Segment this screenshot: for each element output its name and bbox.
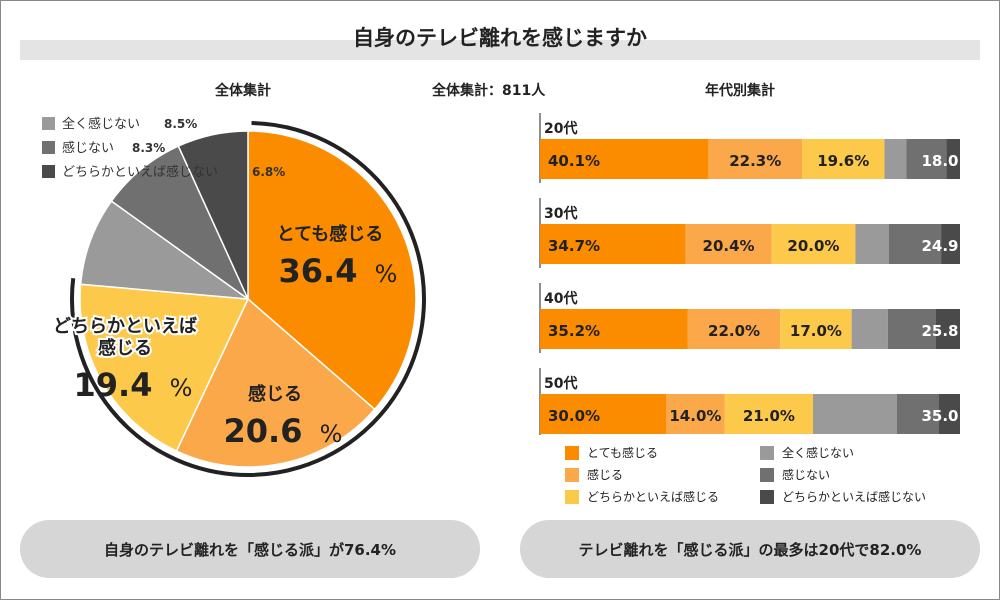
legend-item: 感じる — [565, 466, 623, 483]
bar-segment — [851, 309, 888, 349]
bar-segment — [540, 309, 688, 349]
bar-segment — [889, 224, 942, 264]
bar-value-label: 40.1% — [548, 152, 600, 170]
stacked-bar-chart: 20代 40.1% 22.3% 19.6% 18.0 30代 34.7% 20.4% 20.0%… — [539, 113, 960, 435]
summary-right: テレビ離れを「感じる派」の最多は20代で82.0% — [520, 520, 980, 578]
slice-legend-label: 全く感じない — [62, 116, 140, 132]
slice-category-label: 感じる — [248, 383, 302, 405]
bar-value-label: 22.0% — [708, 322, 760, 340]
bar-segment — [939, 394, 960, 434]
bar-segment — [540, 139, 709, 179]
bar-value-label: 34.7% — [548, 237, 600, 255]
bar-segment — [813, 394, 897, 434]
percent-sign: % — [170, 374, 193, 402]
pie-slice — [79, 200, 251, 300]
category-label: 30代 — [544, 205, 577, 222]
slice-legend-value: 8.3% — [132, 141, 165, 155]
bar-group-label: 24.9 — [921, 237, 958, 255]
legend-item: とても感じる — [565, 444, 658, 461]
legend-swatch — [565, 445, 579, 460]
percent-sign: % — [320, 420, 343, 448]
bar-segment — [724, 394, 813, 434]
bar-segment — [884, 139, 907, 179]
slice-value-label: 36.4 — [279, 252, 358, 290]
legend-label: とても感じる — [587, 446, 659, 460]
summary-left: 自身のテレビ離れを「感じる派」が76.4% — [20, 520, 480, 578]
bar-segment — [935, 309, 960, 349]
pie-subtitle: 全体集計 — [215, 83, 271, 99]
legend-item: どちらかといえば感じる — [565, 488, 719, 505]
bar-segment — [771, 224, 856, 264]
legend-swatch — [565, 489, 579, 504]
bar-value-label: 19.6% — [817, 152, 869, 170]
pie-slice — [79, 283, 250, 453]
bar-segment — [946, 139, 960, 179]
bar-value-label: 30.0% — [548, 407, 600, 425]
bar-segment — [887, 309, 936, 349]
legend-item: どちらかといえば感じない — [760, 488, 926, 505]
bar-segment — [855, 224, 890, 264]
legend-swatch — [760, 489, 774, 504]
bar-segment — [780, 309, 852, 349]
bar-segment — [540, 224, 686, 264]
slice-value-label: 20.6 — [224, 412, 303, 450]
bar-segment — [540, 394, 666, 434]
bar-value-label: 22.3% — [729, 152, 781, 170]
legend-item: 感じない — [760, 466, 830, 483]
bar-segment — [685, 224, 772, 264]
slice-category-label: とても感じる — [277, 223, 384, 245]
bar-segment — [897, 394, 939, 434]
title-band — [20, 40, 980, 60]
respondent-count: 全体集計：811人 — [432, 83, 546, 99]
bar-segment — [941, 224, 960, 264]
slice-value-label: 19.4 — [74, 366, 153, 404]
legend-swatch — [760, 445, 774, 460]
slice-legend-value: 6.8% — [252, 165, 285, 179]
bar-value-label: 14.0% — [669, 407, 721, 425]
legend-label: どちらかといえば感じる — [587, 490, 720, 504]
legend-item: 全く感じない — [760, 444, 854, 461]
pie-slice — [247, 130, 417, 411]
chart-title: 自身のテレビ離れを感じますか — [353, 26, 647, 50]
legend-swatch — [565, 467, 579, 482]
percent-sign: % — [375, 260, 398, 288]
pie-slice — [175, 297, 376, 468]
bar-subtitle: 年代別集計 — [705, 83, 775, 99]
legend-label: 全く感じない — [782, 446, 855, 460]
slice-legend-swatch — [42, 165, 55, 178]
pie-slice — [110, 145, 250, 302]
bar-value-label: 20.4% — [703, 237, 755, 255]
legend-label: 感じる — [587, 468, 624, 482]
category-label: 20代 — [544, 120, 577, 137]
bar-segment — [802, 139, 885, 179]
slice-legend-label: 感じない — [62, 140, 114, 156]
bar-segment — [666, 394, 725, 434]
legend-label: どちらかといえば感じない — [782, 490, 927, 504]
bar-group-label: 35.0 — [921, 407, 958, 425]
pie-slice — [177, 130, 249, 300]
bar-value-label: 21.0% — [743, 407, 795, 425]
bar-segment — [906, 139, 947, 179]
category-label: 50代 — [544, 375, 577, 392]
bar-segment — [708, 139, 803, 179]
slice-category-label: どちらかといえば — [53, 316, 197, 337]
legend-swatch — [760, 467, 774, 482]
slice-legend-label: どちらかといえば感じない — [62, 164, 218, 180]
slice-category-label: 感じる — [98, 337, 152, 359]
bar-segment — [687, 309, 781, 349]
category-label: 40代 — [544, 290, 577, 307]
legend-label: 感じない — [782, 468, 831, 482]
bar-value-label: 20.0% — [787, 237, 839, 255]
slice-legend-value: 8.5% — [164, 117, 197, 131]
slice-legend-swatch — [42, 141, 55, 154]
bar-value-label: 17.0% — [790, 322, 842, 340]
bar-value-label: 35.2% — [548, 322, 600, 340]
bar-group-label: 18.0 — [921, 152, 958, 170]
feel-group-arc — [70, 121, 426, 477]
slice-legend-swatch — [42, 117, 55, 130]
bar-group-label: 25.8 — [921, 322, 958, 340]
